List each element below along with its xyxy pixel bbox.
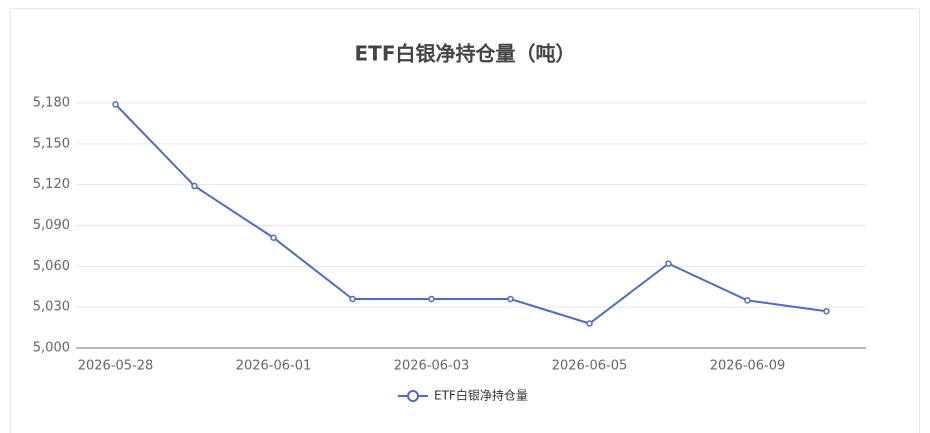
point [823, 308, 830, 315]
point [191, 182, 198, 190]
point [744, 297, 751, 304]
y-tick-label: 15,120 [25, 177, 71, 192]
point [507, 295, 514, 303]
point [428, 295, 435, 303]
line [114, 103, 827, 325]
legend-label: ETF白银净持仓量 [434, 388, 528, 403]
point [665, 260, 672, 267]
panel [10, 8, 920, 433]
y-tick-label: 15,090 [25, 218, 71, 233]
chart-title: ETF白银净持仓量（吨） [355, 42, 576, 66]
point [112, 101, 119, 108]
point [270, 234, 277, 241]
x-tick-label: 2026-06-03 [394, 359, 470, 374]
x-tick-label: 2026-06-05 [552, 359, 628, 374]
legend-marker [407, 390, 419, 402]
y-tick-label: 15,000 [25, 341, 71, 356]
x-tick-label: 2026-05-28 [78, 359, 154, 374]
y-labels: 15,000 15,030 15,060 15,090 15,120 15,150 15,1… [25, 96, 71, 356]
point [349, 295, 356, 303]
x-tick-label: 2026-06-01 [236, 359, 312, 374]
y-tick-label: 15,150 [25, 136, 71, 151]
x-tick-label: 2026-06-09 [710, 359, 786, 374]
point [586, 320, 593, 327]
y-tick-label: 15,180 [25, 96, 71, 111]
y-tick-label: 15,030 [25, 300, 71, 315]
y-tick-label: 15,060 [25, 259, 71, 274]
